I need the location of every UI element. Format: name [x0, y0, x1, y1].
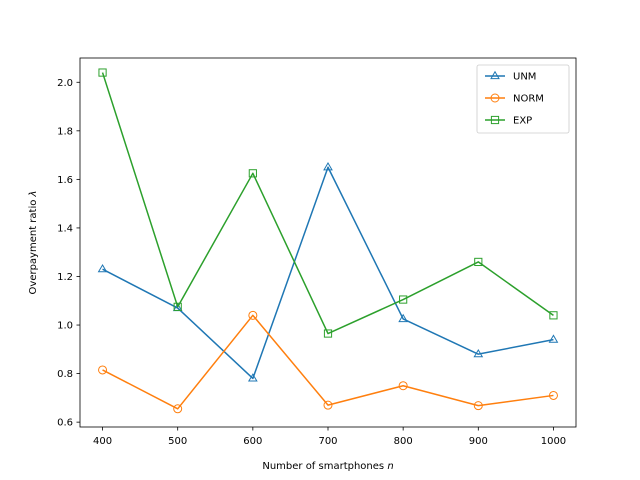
legend-marker-unm: [490, 70, 500, 80]
x-tick-label-1000: 1000: [541, 436, 566, 447]
data-point-unm-600: [247, 373, 258, 382]
y-tick-label-1.4: 1.4: [57, 223, 73, 234]
x-tick-label-700: 700: [318, 436, 337, 447]
data-point-norm-600: [248, 310, 258, 320]
data-point-norm-500: [173, 404, 183, 414]
data-point-exp-400: [98, 68, 107, 77]
legend-marker-exp: [490, 115, 500, 125]
y-axis-label: Overpayment ratio λ: [28, 191, 39, 295]
y-tick-label-0.8: 0.8: [57, 369, 73, 380]
legend-entry-norm[interactable]: NORM: [485, 93, 544, 105]
legend[interactable]: UNM NORM EXP: [476, 64, 570, 134]
legend-entry-exp[interactable]: EXP: [485, 116, 532, 127]
data-point-unm-800: [398, 313, 409, 323]
x-tick-label-400: 400: [93, 436, 112, 447]
series-line-exp: [101, 72, 554, 335]
data-point-exp-600: [248, 169, 257, 178]
series-exp: [98, 68, 558, 338]
legend-label-unm: UNM: [513, 72, 536, 83]
data-point-norm-800: [398, 381, 408, 391]
y-tick-label-2.0: 2.0: [57, 78, 73, 89]
plot-area: [97, 68, 559, 414]
data-point-exp-1000: [549, 311, 558, 320]
y-tick-label-1.6: 1.6: [57, 175, 73, 186]
data-point-norm-900: [473, 401, 483, 411]
y-tick-label-1.0: 1.0: [57, 321, 73, 332]
data-point-unm-900: [473, 348, 484, 358]
legend-entry-unm[interactable]: UNM: [485, 70, 536, 83]
legend-label-norm: NORM: [513, 94, 544, 105]
series-line-norm: [102, 314, 554, 410]
y-tick-label-1.2: 1.2: [57, 272, 73, 283]
data-point-norm-400: [98, 365, 108, 375]
data-point-norm-1000: [548, 390, 558, 400]
x-axis-label: Number of smartphones n: [262, 461, 393, 472]
axes: 400 500 600 700 800 900 1000 0.6 0.8 1.0 1.2 1.4 1.6…: [28, 57, 577, 472]
data-point-exp-700: [323, 329, 333, 338]
data-point-norm-700: [323, 400, 333, 410]
y-tick-label-1.8: 1.8: [57, 126, 73, 137]
data-point-exp-500: [173, 302, 182, 311]
legend-box: [476, 64, 570, 134]
data-point-unm-700: [323, 162, 333, 171]
data-point-unm-1000: [548, 334, 559, 343]
y-tick-label-0.6: 0.6: [57, 418, 73, 429]
series-line-unm: [102, 166, 554, 380]
data-point-unm-400: [97, 264, 108, 273]
data-point-exp-900: [474, 257, 483, 267]
x-tick-label-900: 900: [469, 436, 488, 447]
x-tick-label-600: 600: [243, 436, 262, 447]
legend-marker-norm: [490, 93, 500, 103]
x-tick-label-500: 500: [168, 436, 187, 447]
legend-label-exp: EXP: [513, 116, 532, 127]
series-norm: [98, 310, 558, 414]
x-tick-label-800: 800: [394, 436, 413, 447]
data-point-exp-800: [399, 295, 408, 304]
